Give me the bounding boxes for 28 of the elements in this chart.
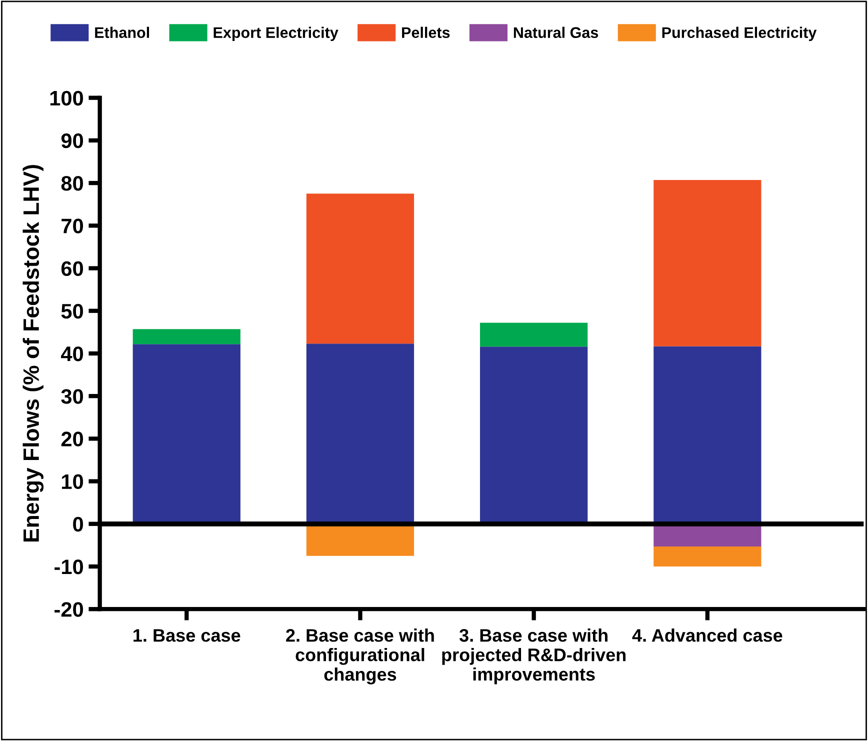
y-tick-label: 90 [61, 133, 83, 148]
y-tick-label: 60 [61, 261, 83, 276]
x-tick-label: 2. Base case with configurational changes [286, 628, 434, 684]
y-tick-label: 70 [62, 218, 83, 234]
y-tick-label: 10 [62, 474, 83, 490]
bar [480, 322, 588, 347]
y-tick-label: 50 [61, 304, 83, 319]
y-tick-label: 100 [50, 90, 83, 106]
y-tick-label: 40 [60, 346, 83, 362]
x-tick-label: 3. Base case with projected R&D-driven improvements [442, 628, 626, 684]
y-tick-label: 30 [61, 389, 83, 404]
legend-label: Purchased Electricity [662, 26, 817, 42]
bar [654, 546, 762, 566]
bar [306, 194, 414, 344]
bar [132, 329, 240, 344]
y-tick-label: 0 [73, 516, 83, 532]
legend-label: Export Electricity [214, 26, 338, 42]
legend-label: Ethanol [95, 26, 150, 38]
y-tick-label: -10 [54, 559, 83, 574]
bar [654, 180, 762, 346]
x-tick-label: 4. Advanced case [632, 628, 782, 642]
y-tick-label: 20 [61, 432, 83, 446]
y-tick-label: 80 [61, 176, 83, 191]
legend-label: Natural Gas [514, 26, 598, 38]
x-tick-label: 1. Base case [134, 629, 240, 642]
legend-label: Pellets [402, 26, 450, 38]
y-tick-label: -20 [54, 602, 83, 617]
y-axis-title: Energy Flows (% of Feedstock LHV) [22, 165, 44, 542]
